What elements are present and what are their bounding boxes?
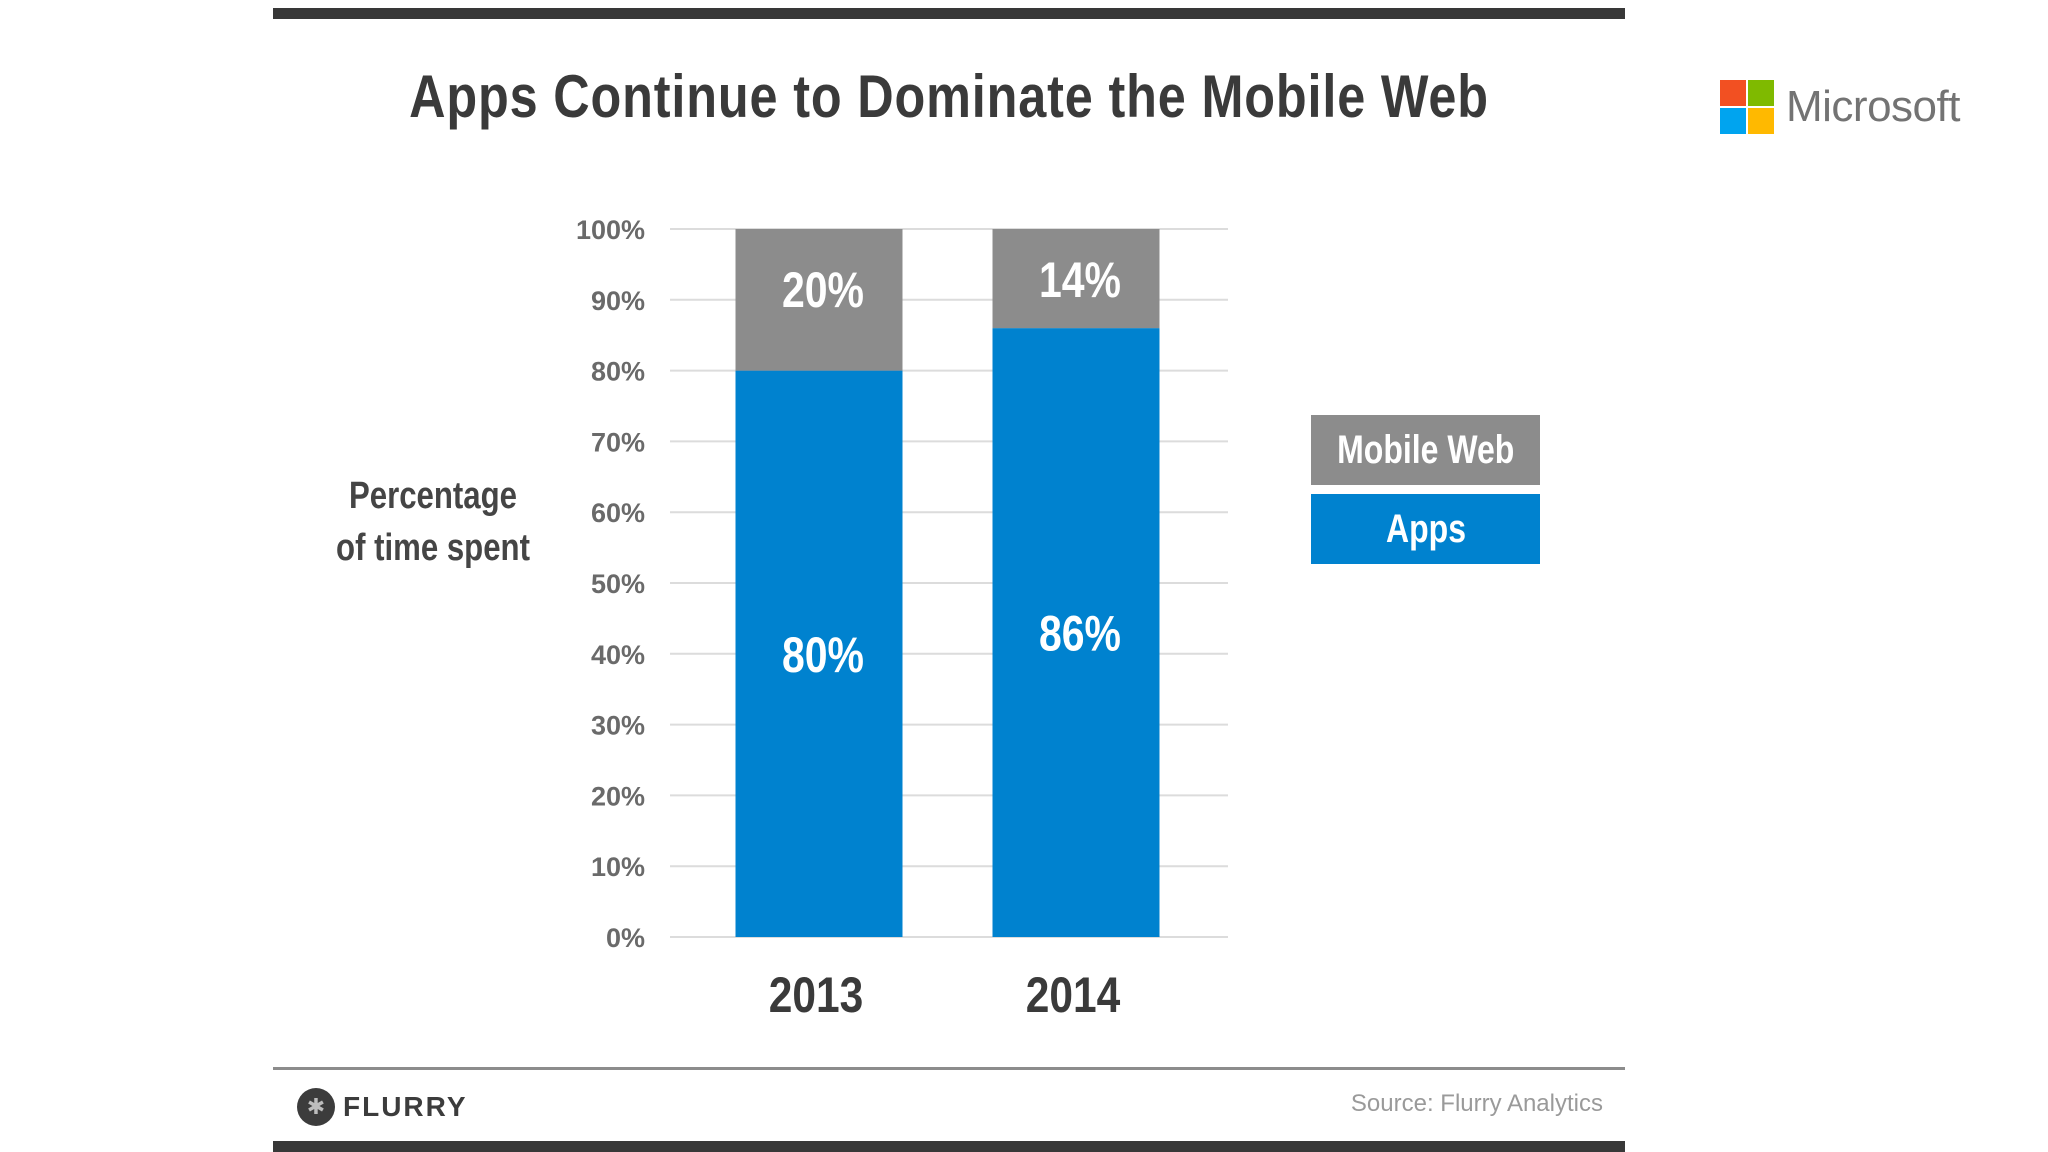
y-axis-label: Percentage of time spent: [310, 470, 556, 574]
legend-item-apps: Apps: [1311, 494, 1540, 564]
legend-item-mobile-web: Mobile Web: [1311, 415, 1540, 485]
y-tick-label: 30%: [591, 711, 645, 741]
legend: Mobile Web Apps: [1311, 415, 1540, 573]
chart-title: Apps Continue to Dominate the Mobile Web: [409, 63, 1489, 130]
bar-apps-2014: [992, 328, 1160, 937]
bar-apps-2013: [735, 370, 903, 938]
flurry-icon: ✱: [297, 1088, 335, 1126]
x-category-label: 2013: [769, 967, 864, 1023]
y-tick-label: 40%: [591, 640, 645, 670]
bar-label-apps-2013: 80%: [782, 627, 864, 683]
y-tick-label: 90%: [591, 286, 645, 316]
microsoft-logo: Microsoft: [1720, 80, 1960, 134]
y-tick-label: 60%: [591, 498, 645, 528]
legend-label-mobile-web: Mobile Web: [1336, 428, 1515, 472]
y-axis-label-line-2: of time spent: [336, 527, 530, 569]
ms-square-yellow: [1748, 108, 1774, 134]
infographic-card: Apps Continue to Dominate the Mobile Web…: [273, 0, 1625, 1152]
y-tick-label: 70%: [591, 427, 645, 457]
bottom-rule: [273, 1141, 1625, 1152]
bar-label-mobile-web-2014: 14%: [1039, 252, 1121, 308]
footer-rule: [273, 1067, 1625, 1070]
y-tick-label: 20%: [591, 781, 645, 811]
legend-label-apps: Apps: [1385, 507, 1466, 551]
microsoft-windows-icon: [1720, 80, 1774, 134]
bar-label-apps-2014: 86%: [1039, 606, 1121, 662]
ms-square-red: [1720, 80, 1746, 106]
source-note: Source: Flurry Analytics: [1350, 1090, 1603, 1117]
top-rule: [273, 8, 1625, 19]
y-tick-label: 0%: [606, 923, 645, 953]
y-tick-label: 100%: [576, 215, 645, 245]
x-category-label: 2014: [1026, 967, 1121, 1023]
microsoft-wordmark: Microsoft: [1786, 82, 1960, 131]
y-tick-label: 50%: [591, 569, 645, 599]
bar-mobile-web-2014: [992, 229, 1160, 329]
y-axis-label-line-1: Percentage: [348, 475, 517, 517]
bar-label-mobile-web-2013: 20%: [782, 262, 864, 318]
bar-mobile-web-2013: [735, 229, 903, 371]
ms-square-green: [1748, 80, 1774, 106]
y-tick-label: 10%: [591, 852, 645, 882]
y-tick-label: 80%: [591, 357, 645, 387]
ms-square-blue: [1720, 108, 1746, 134]
flurry-logo: ✱ FLURRY: [297, 1085, 468, 1129]
flurry-brand-text: FLURRY: [343, 1091, 468, 1122]
